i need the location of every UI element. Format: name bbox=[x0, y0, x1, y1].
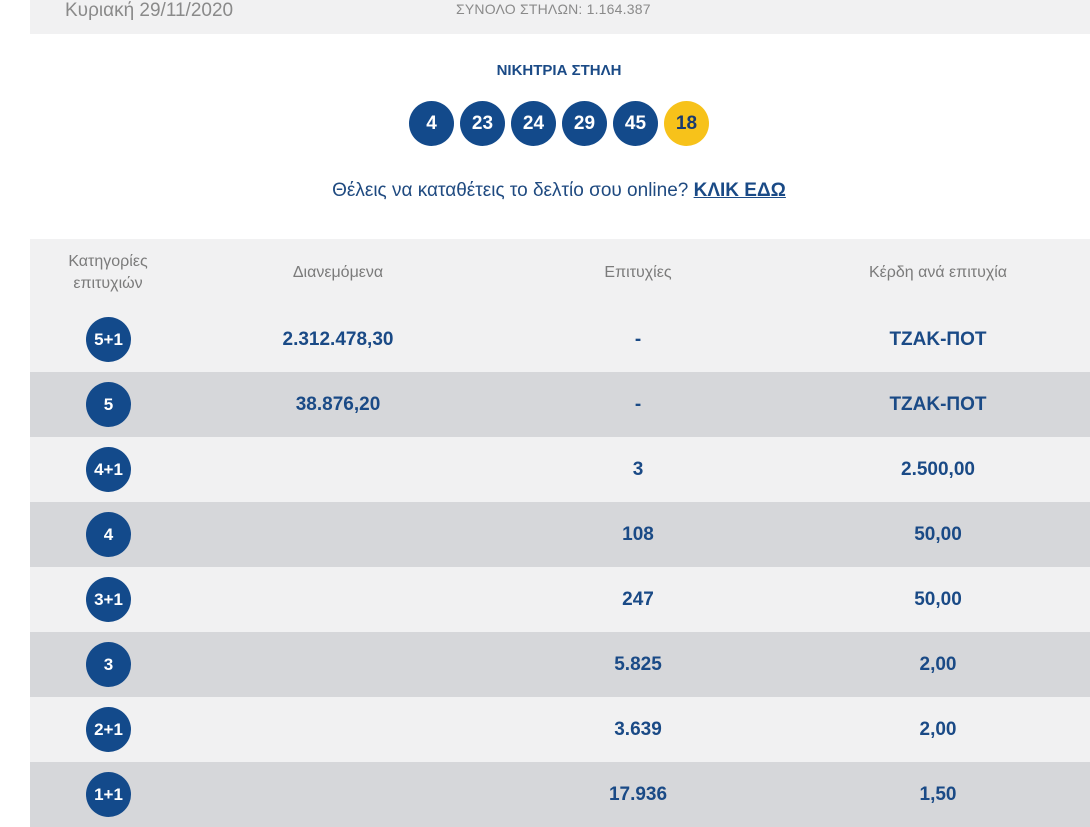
click-here-link[interactable]: ΚΛΙΚ ΕΔΩ bbox=[693, 180, 786, 201]
winners-value: 3.639 bbox=[614, 718, 662, 740]
online-submit-prompt: Θέλεις να καταθέτεις το δελτίο σου onlin… bbox=[0, 180, 1090, 202]
table-row: 1+1 17.936 1,50 bbox=[30, 762, 1090, 827]
winners-value: 108 bbox=[622, 523, 654, 545]
header-winners: Επιτυχίες bbox=[604, 264, 672, 281]
winning-number-ball: 45 bbox=[613, 101, 658, 146]
prize-value: 50,00 bbox=[914, 523, 962, 545]
table-row: 5+1 2.312.478,30 - ΤΖΑΚ-ΠΟΤ bbox=[30, 307, 1090, 372]
draw-date: Κυριακή 29/11/2020 bbox=[65, 0, 234, 21]
header-distributed: Διανεμόμενα bbox=[292, 264, 384, 281]
bonus-number-ball: 18 bbox=[664, 101, 709, 146]
category-badge: 5+1 bbox=[86, 317, 131, 362]
table-row: 5 38.876,20 - ΤΖΑΚ-ΠΟΤ bbox=[30, 372, 1090, 437]
category-badge: 1+1 bbox=[86, 772, 131, 817]
prize-value: 2.500,00 bbox=[901, 458, 975, 480]
winners-value: 17.936 bbox=[608, 783, 668, 805]
category-badge: 2+1 bbox=[86, 707, 131, 752]
winning-column-title: ΝΙΚΗΤΡΙΑ ΣΤΗΛΗ bbox=[496, 62, 622, 79]
prize-table-header: Κατηγορίες επιτυχιών Διανεμόμενα Επιτυχίε… bbox=[30, 239, 1090, 307]
distributed-value bbox=[238, 697, 438, 762]
category-badge: 5 bbox=[86, 382, 131, 427]
prize-value: 50,00 bbox=[914, 588, 962, 610]
distributed-value: 38.876,20 bbox=[295, 393, 381, 415]
distributed-value bbox=[238, 762, 438, 827]
winners-value: - bbox=[634, 393, 642, 415]
winning-number-ball: 4 bbox=[409, 101, 454, 146]
category-badge: 3 bbox=[86, 642, 131, 687]
table-row: 3+1 247 50,00 bbox=[30, 567, 1090, 632]
winners-value: 3 bbox=[632, 458, 644, 480]
category-badge: 4 bbox=[86, 512, 131, 557]
header-categories-line2: επιτυχιών bbox=[73, 275, 143, 292]
table-row: 4 108 50,00 bbox=[30, 502, 1090, 567]
header-prize: Κέρδη ανά επιτυχία bbox=[868, 264, 1008, 281]
category-badge: 4+1 bbox=[86, 447, 131, 492]
category-badge: 3+1 bbox=[86, 577, 131, 622]
table-row: 2+1 3.639 2,00 bbox=[30, 697, 1090, 762]
winning-number-ball: 23 bbox=[460, 101, 505, 146]
winners-value: 5.825 bbox=[614, 653, 662, 675]
winning-numbers: 4 23 24 29 45 18 bbox=[409, 101, 709, 146]
winners-value: - bbox=[634, 328, 642, 350]
winners-value: 247 bbox=[622, 588, 654, 610]
table-row: 4+1 3 2.500,00 bbox=[30, 437, 1090, 502]
winning-number-ball: 24 bbox=[511, 101, 556, 146]
winning-number-ball: 29 bbox=[562, 101, 607, 146]
header-categories-line1: Κατηγορίες bbox=[68, 253, 148, 270]
draw-header-strip bbox=[30, 0, 1090, 34]
distributed-value bbox=[238, 632, 438, 697]
prize-value: 1,50 bbox=[919, 783, 957, 805]
prize-value: 2,00 bbox=[919, 718, 957, 740]
prize-value: 2,00 bbox=[919, 653, 957, 675]
distributed-value bbox=[238, 502, 438, 567]
table-row: 3 5.825 2,00 bbox=[30, 632, 1090, 697]
distributed-value: 2.312.478,30 bbox=[282, 328, 394, 350]
distributed-value bbox=[238, 567, 438, 632]
prize-value: ΤΖΑΚ-ΠΟΤ bbox=[889, 328, 987, 350]
online-prompt-text: Θέλεις να καταθέτεις το δελτίο σου onlin… bbox=[332, 180, 689, 201]
prize-table: Κατηγορίες επιτυχιών Διανεμόμενα Επιτυχίε… bbox=[30, 239, 1090, 827]
total-columns: ΣΥΝΟΛΟ ΣΤΗΛΩΝ: 1.164.387 bbox=[456, 1, 651, 17]
header-categories: Κατηγορίες επιτυχιών bbox=[58, 239, 158, 307]
distributed-value bbox=[238, 437, 438, 502]
prize-value: ΤΖΑΚ-ΠΟΤ bbox=[889, 393, 987, 415]
